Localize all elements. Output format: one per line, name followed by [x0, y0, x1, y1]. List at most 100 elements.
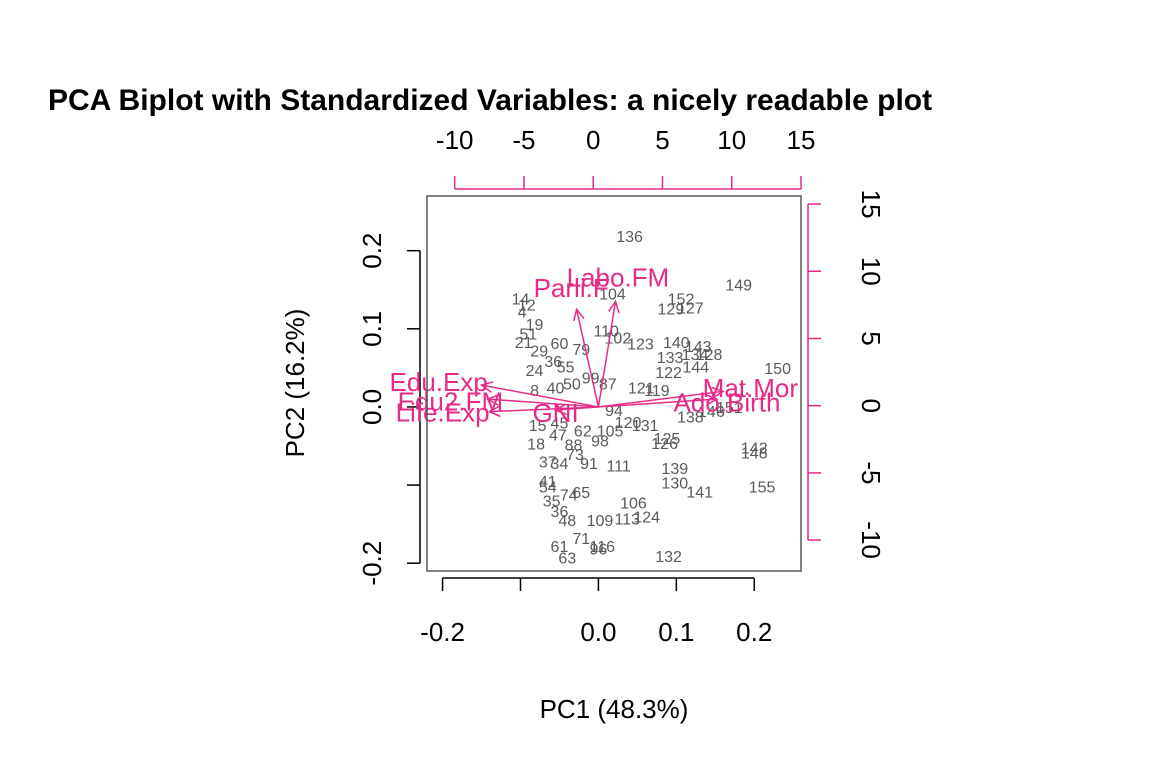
x-tick-label: 0.1	[658, 617, 694, 647]
variable-label: Mat.Mor	[703, 373, 799, 403]
observation-label: 19	[526, 317, 544, 334]
observation-label: 113	[614, 512, 640, 529]
observation-label: 146	[698, 404, 725, 421]
observation-label: 18	[527, 437, 545, 454]
top-tick-label: 15	[787, 125, 816, 155]
observation-label: 73	[566, 447, 584, 464]
variable-label: Parli.F	[534, 273, 609, 303]
observation-label: 124	[633, 509, 660, 526]
observation-label: 110	[593, 323, 619, 340]
variable-label: Edu.Exp	[390, 367, 488, 397]
observation-label: 152	[668, 291, 695, 308]
variable-label: Life.Exp	[396, 397, 490, 427]
observation-label: 36	[551, 504, 569, 521]
top-tick-label: -5	[512, 125, 535, 155]
observation-label: 48	[558, 513, 576, 530]
observation-label: 125	[654, 431, 681, 448]
right-axis: 15 10 5 0 -5 -10	[807, 190, 886, 559]
y-tick-label: -0.2	[357, 541, 387, 586]
top-axis: -10 -5 0 5 10 15	[436, 125, 816, 190]
observation-label: 61	[551, 539, 569, 556]
observation-label: 45	[551, 416, 569, 433]
right-tick-label: 5	[856, 331, 886, 345]
x-tick-label: 0.2	[736, 617, 772, 647]
top-tick-label: -10	[436, 125, 474, 155]
observation-label: 102	[605, 330, 632, 347]
observation-label: 60	[551, 336, 569, 353]
x-tick-label: -0.2	[420, 617, 465, 647]
observation-label: 143	[685, 339, 712, 356]
bottom-axis: -0.2 0.0 0.1 0.2	[420, 577, 772, 647]
observation-label: 127	[677, 301, 704, 318]
loading-arrowhead	[486, 393, 500, 406]
observation-label: 62	[574, 423, 592, 440]
variable-label: Labo.FM	[567, 262, 670, 292]
top-tick-label: 0	[586, 125, 600, 155]
loading-arrowhead	[711, 386, 725, 399]
loading-arrow	[597, 301, 617, 408]
left-axis: 0.2 0.1 0.0 -0.2	[357, 233, 421, 586]
observation-label: 122	[655, 365, 682, 382]
observation-label: 36	[544, 354, 562, 371]
observation-label: 150	[764, 361, 791, 378]
observation-label: 29	[530, 344, 548, 361]
observation-label: 121	[628, 380, 655, 397]
plot-frame	[426, 195, 802, 572]
y-tick-label: 0.2	[357, 233, 387, 269]
observation-label: 21	[515, 335, 533, 352]
observation-label: 24	[526, 363, 544, 380]
observation-label: 74	[560, 487, 578, 504]
loading-arrow	[481, 384, 599, 408]
observation-label: 133	[657, 350, 684, 367]
x-axis-label: PC1 (48.3%)	[540, 694, 689, 724]
observation-label: 128	[696, 347, 723, 364]
observation-label: 148	[741, 445, 768, 462]
y-axis-label: PC2 (16.2%)	[280, 309, 310, 458]
observation-label: 99	[582, 370, 600, 387]
observation-label: 50	[563, 377, 581, 394]
observation-label: 54	[539, 480, 557, 497]
loading-arrowhead	[608, 299, 620, 314]
observation-label: 151	[716, 400, 743, 417]
observation-label: 51	[519, 327, 537, 344]
observation-label: 94	[605, 403, 623, 420]
loading-arrow	[487, 398, 599, 408]
observation-label: 41	[539, 474, 557, 491]
loading-arrowhead	[573, 307, 585, 322]
x-tick-label: 0.0	[580, 617, 616, 647]
observation-label: 98	[591, 434, 609, 451]
observation-label: 8	[530, 383, 539, 400]
observation-label: 35	[543, 494, 561, 511]
observation-label: 144	[682, 359, 709, 376]
observation-label: 132	[655, 549, 682, 566]
right-tick-label: 0	[856, 398, 886, 412]
observation-label: 47	[549, 427, 567, 444]
observation-label: 140	[663, 335, 690, 352]
observation-label: 40	[547, 380, 565, 397]
loading-arrow	[555, 406, 599, 411]
observation-label: 136	[616, 229, 643, 246]
loading-arrow	[575, 309, 600, 408]
top-tick-label: 5	[655, 125, 669, 155]
observation-label: 71	[572, 531, 590, 548]
loading-arrow	[598, 398, 717, 408]
observation-label: 130	[661, 476, 688, 493]
variable-label: Ado.Birth	[674, 387, 781, 417]
right-tick-label: -5	[856, 461, 886, 484]
loading-arrowhead	[487, 405, 501, 418]
observation-label: 123	[627, 337, 654, 354]
observation-label: 116	[590, 539, 616, 556]
observation-label: 129	[658, 302, 685, 319]
observation-label: 126	[651, 436, 678, 453]
loading-arrowhead	[553, 403, 567, 416]
loading-arrowhead	[705, 393, 719, 406]
observation-label: 65	[572, 485, 590, 502]
observation-label: 141	[686, 484, 713, 501]
observation-label: 91	[580, 456, 598, 473]
right-tick-label: -10	[856, 521, 886, 559]
observation-label: 138	[677, 409, 704, 426]
observation-label: 120	[615, 415, 642, 432]
y-tick-label: 0.0	[357, 389, 387, 425]
